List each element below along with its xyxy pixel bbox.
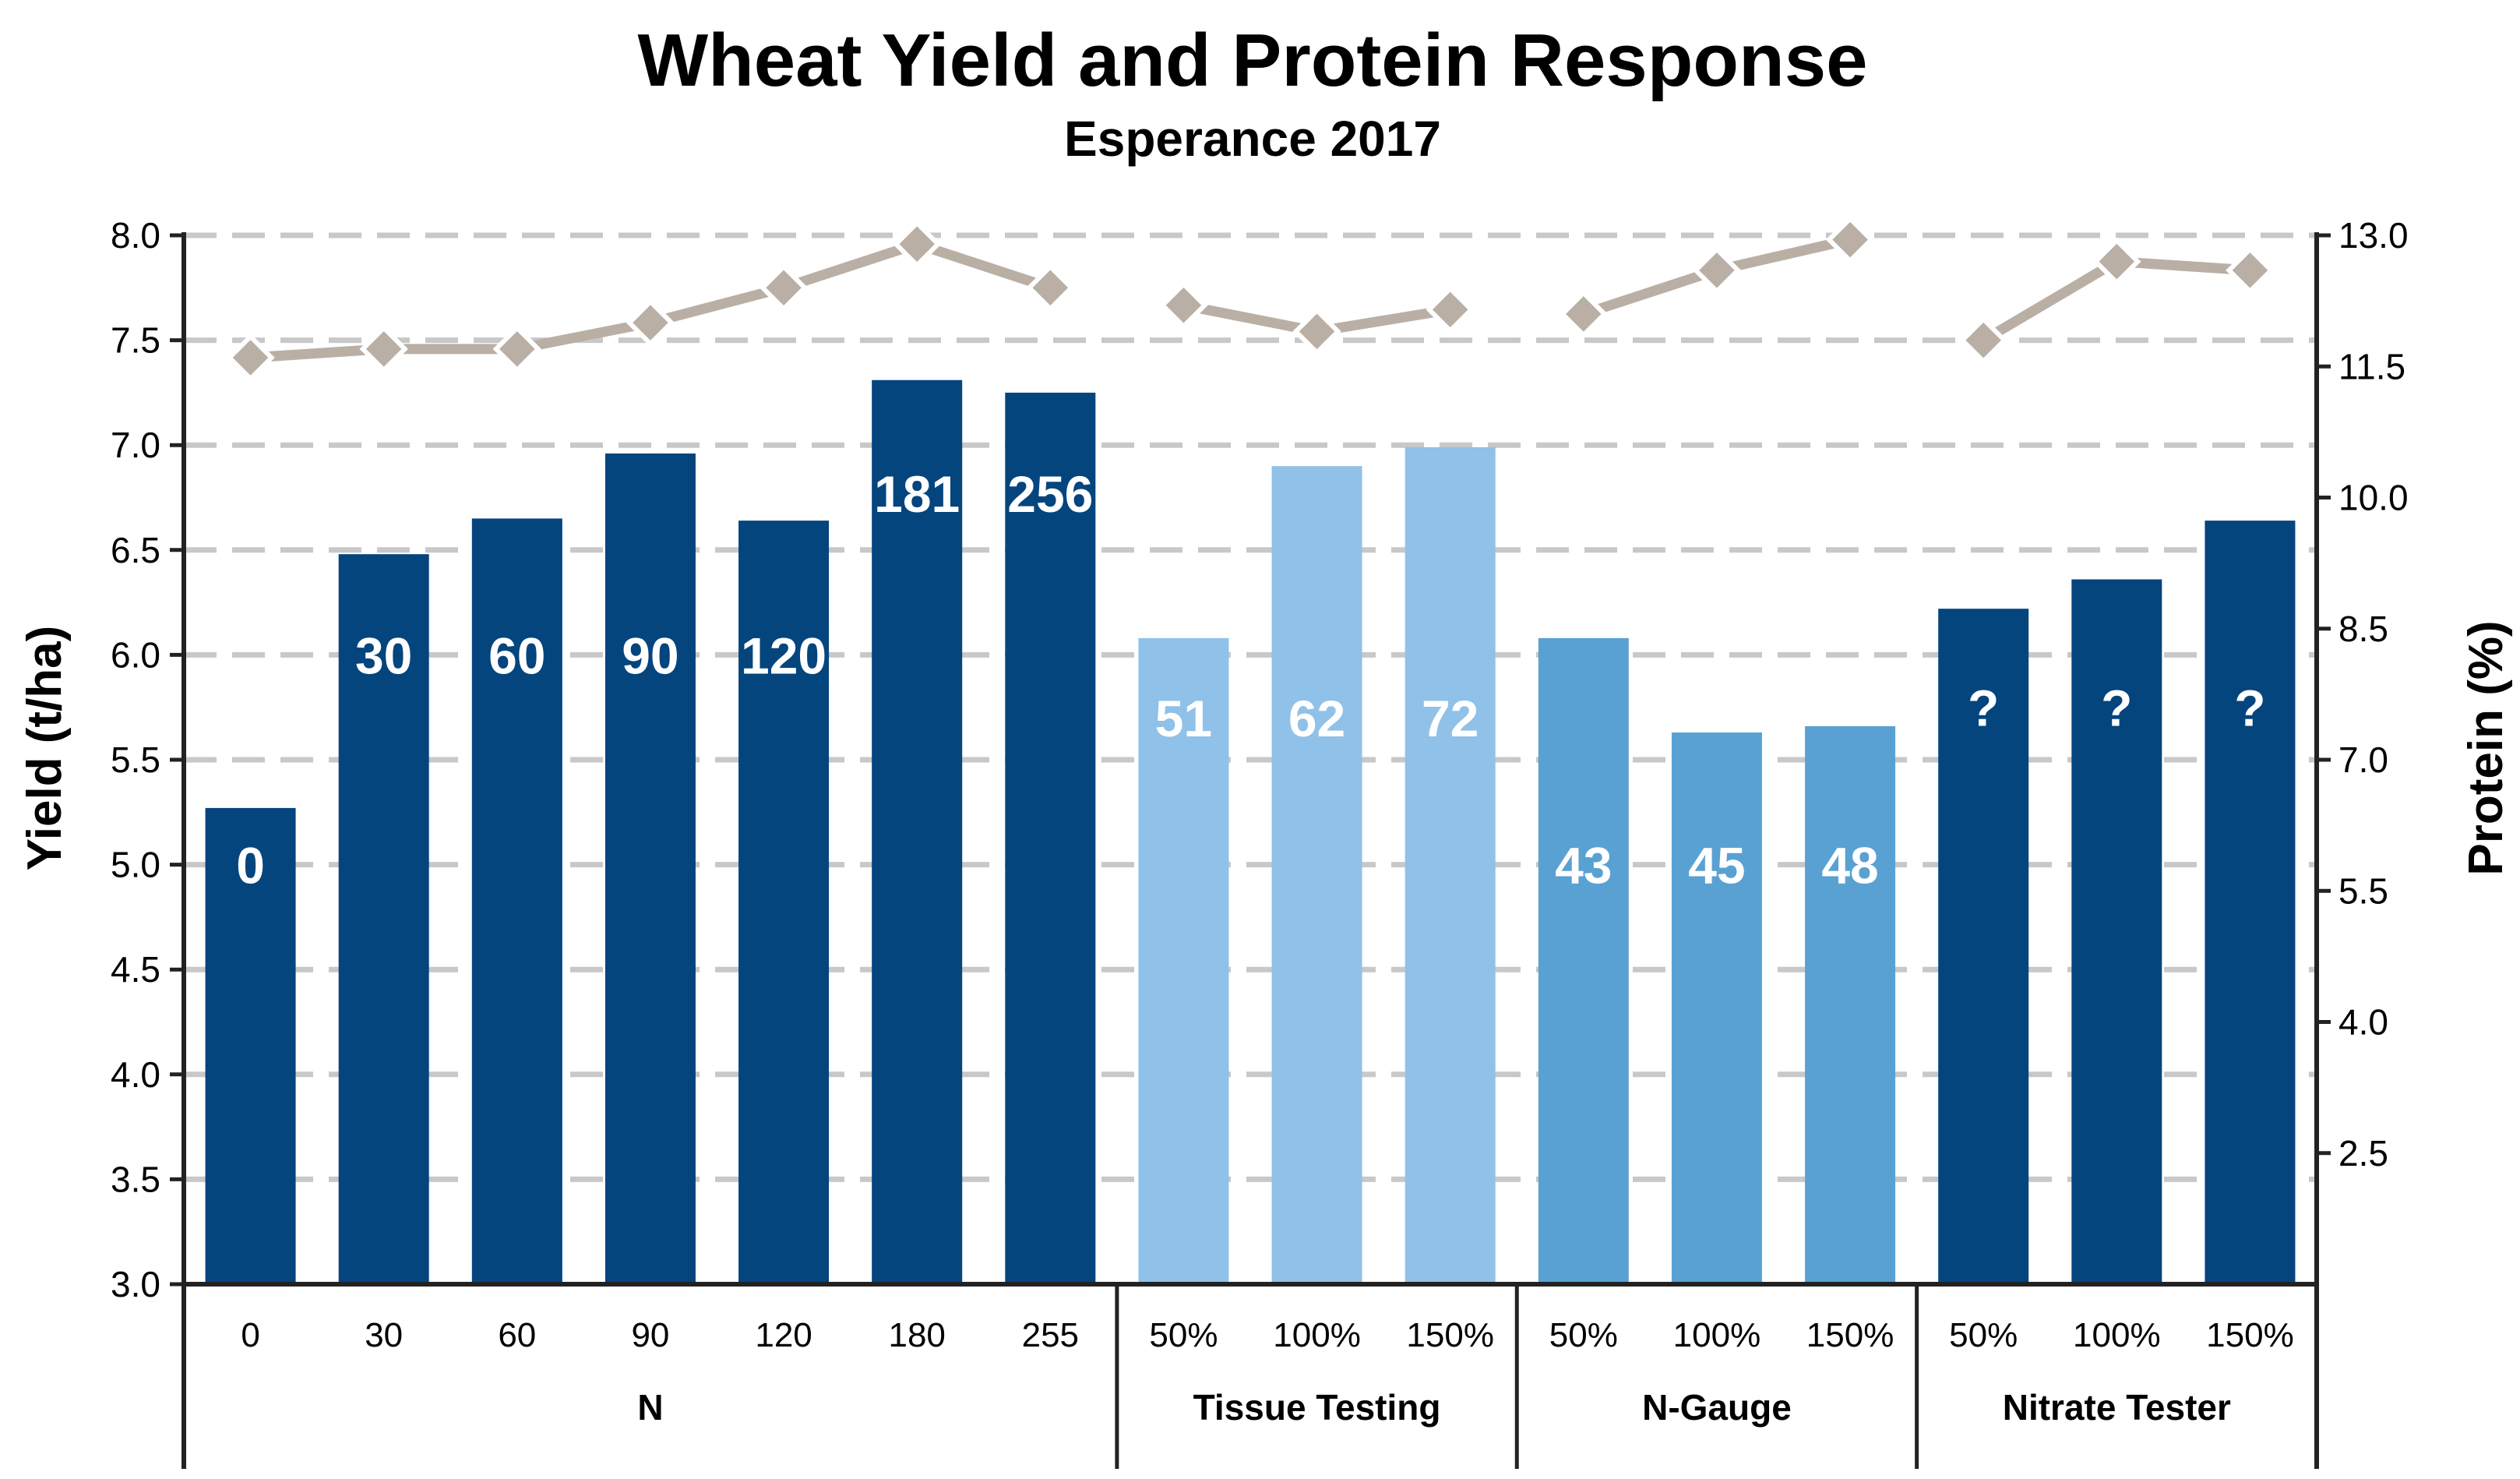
- bar-value-label: 43: [1555, 837, 1612, 895]
- bar: [1271, 466, 1362, 1284]
- y-axis-title: Yield (t/ha): [18, 626, 72, 871]
- bar-value-label: 90: [622, 627, 678, 684]
- y2-axis-title: Protein (%): [2459, 620, 2513, 875]
- x-tick-label: 50%: [1549, 1316, 1618, 1354]
- y2-tick-label: 13.0: [2338, 215, 2409, 256]
- protein-marker: [892, 219, 942, 269]
- bar-value-label: 120: [741, 627, 826, 684]
- protein-marker: [626, 298, 675, 348]
- y-tick-label: 8.0: [111, 215, 160, 256]
- bar-value-label: ?: [1968, 679, 1999, 737]
- bar-value-label: 45: [1688, 837, 1745, 895]
- y-tick-label: 5.5: [111, 740, 160, 780]
- y2-tick-label: 2.5: [2338, 1133, 2388, 1174]
- y2-tick-label: 11.5: [2338, 346, 2405, 387]
- y-tick-label: 7.5: [111, 320, 160, 361]
- bar-value-label: 51: [1155, 690, 1212, 747]
- x-tick-label: 100%: [2073, 1316, 2161, 1354]
- x-tick-label: 60: [498, 1316, 536, 1354]
- y-tick-label: 3.5: [111, 1159, 160, 1199]
- axes: 3.0 3.5 4.0 4.5 5.0 5.5 6.0 6.5 7.0 7.5 8.0 2.5 4.0 5…: [111, 215, 2409, 1469]
- x-tick-label: 0: [241, 1316, 259, 1354]
- bar: [1805, 725, 1896, 1284]
- protein-marker: [1958, 316, 2008, 365]
- y2-tick-label: 5.5: [2338, 870, 2388, 911]
- group-label: Nitrate Tester: [2003, 1387, 2231, 1428]
- group-label: N: [637, 1387, 663, 1428]
- bar-value-label: 256: [1007, 465, 1093, 523]
- y-tick-label: 7.0: [111, 425, 160, 465]
- x-tick-label: 100%: [1273, 1316, 1361, 1354]
- protein-marker: [1559, 289, 1609, 339]
- bar-value-label: 30: [355, 627, 412, 684]
- y-tick-label: 4.5: [111, 949, 160, 990]
- bar: [338, 554, 429, 1284]
- bar: [872, 379, 963, 1284]
- protein-marker: [1159, 281, 1208, 330]
- protein-marker: [359, 324, 408, 374]
- y2-tick-label: 4.0: [2338, 1002, 2388, 1043]
- bar: [471, 518, 562, 1284]
- x-tick-label: 90: [631, 1316, 669, 1354]
- bar: [2071, 579, 2162, 1284]
- bar-value-label: 48: [1821, 837, 1878, 895]
- bar: [1938, 609, 2029, 1284]
- x-tick-label: 50%: [1149, 1316, 1218, 1354]
- bar-value-label: 181: [874, 465, 960, 523]
- protein-marker: [1692, 245, 1742, 295]
- protein-marker: [1426, 285, 1475, 334]
- protein-marker: [1026, 263, 1075, 312]
- y-tick-label: 3.0: [111, 1264, 160, 1304]
- x-tick-label: 150%: [1806, 1316, 1894, 1354]
- y-tick-label: 6.5: [111, 530, 160, 570]
- y-tick-label: 6.0: [111, 634, 160, 675]
- protein-marker: [759, 263, 809, 312]
- bar: [1005, 392, 1096, 1284]
- x-tick-label: 50%: [1949, 1316, 2018, 1354]
- protein-marker: [1825, 215, 1875, 264]
- y2-tick-label: 7.0: [2338, 740, 2388, 780]
- y-tick-label: 5.0: [111, 845, 160, 885]
- protein-line: [226, 215, 2275, 383]
- x-tick-label: 180: [888, 1316, 945, 1354]
- x-tick-label: 120: [755, 1316, 812, 1354]
- chart-title: Wheat Yield and Protein Response: [638, 19, 1868, 102]
- protein-marker: [492, 324, 542, 374]
- bar: [1538, 637, 1629, 1284]
- group-label: N-Gauge: [1642, 1387, 1792, 1428]
- bar-value-label: 60: [488, 627, 545, 684]
- x-tick-label: 150%: [1406, 1316, 1494, 1354]
- protein-marker: [1292, 307, 1341, 356]
- bars: [205, 379, 2296, 1284]
- protein-marker: [2092, 237, 2141, 286]
- x-tick-label: 255: [1022, 1316, 1079, 1354]
- bar-value-label: 0: [236, 837, 265, 895]
- bar: [205, 807, 296, 1284]
- bar-value-label: 72: [1422, 690, 1479, 747]
- x-tick-label: 100%: [1673, 1316, 1761, 1354]
- bar-value-label: 62: [1288, 690, 1345, 747]
- y2-tick-label: 10.0: [2338, 478, 2409, 518]
- protein-marker: [226, 333, 275, 383]
- chart-subtitle: Esperance 2017: [1064, 111, 1441, 167]
- x-tick-label: 30: [365, 1316, 403, 1354]
- y2-tick-label: 8.5: [2338, 609, 2388, 649]
- protein-marker: [2226, 245, 2275, 295]
- bar: [1405, 447, 1496, 1284]
- bar-value-label: ?: [2101, 679, 2132, 737]
- group-label: Tissue Testing: [1193, 1387, 1441, 1428]
- x-tick-label: 150%: [2206, 1316, 2294, 1354]
- bar: [2205, 521, 2296, 1284]
- bar-value-label: ?: [2234, 679, 2265, 737]
- bar: [604, 453, 696, 1284]
- bar-labels: 0 30 60 90 120 181 256 51 62 72 43 45 48???: [236, 465, 2265, 894]
- bar: [1671, 732, 1762, 1284]
- bar: [1138, 637, 1229, 1284]
- y-tick-label: 4.0: [111, 1054, 160, 1095]
- bar: [738, 521, 830, 1284]
